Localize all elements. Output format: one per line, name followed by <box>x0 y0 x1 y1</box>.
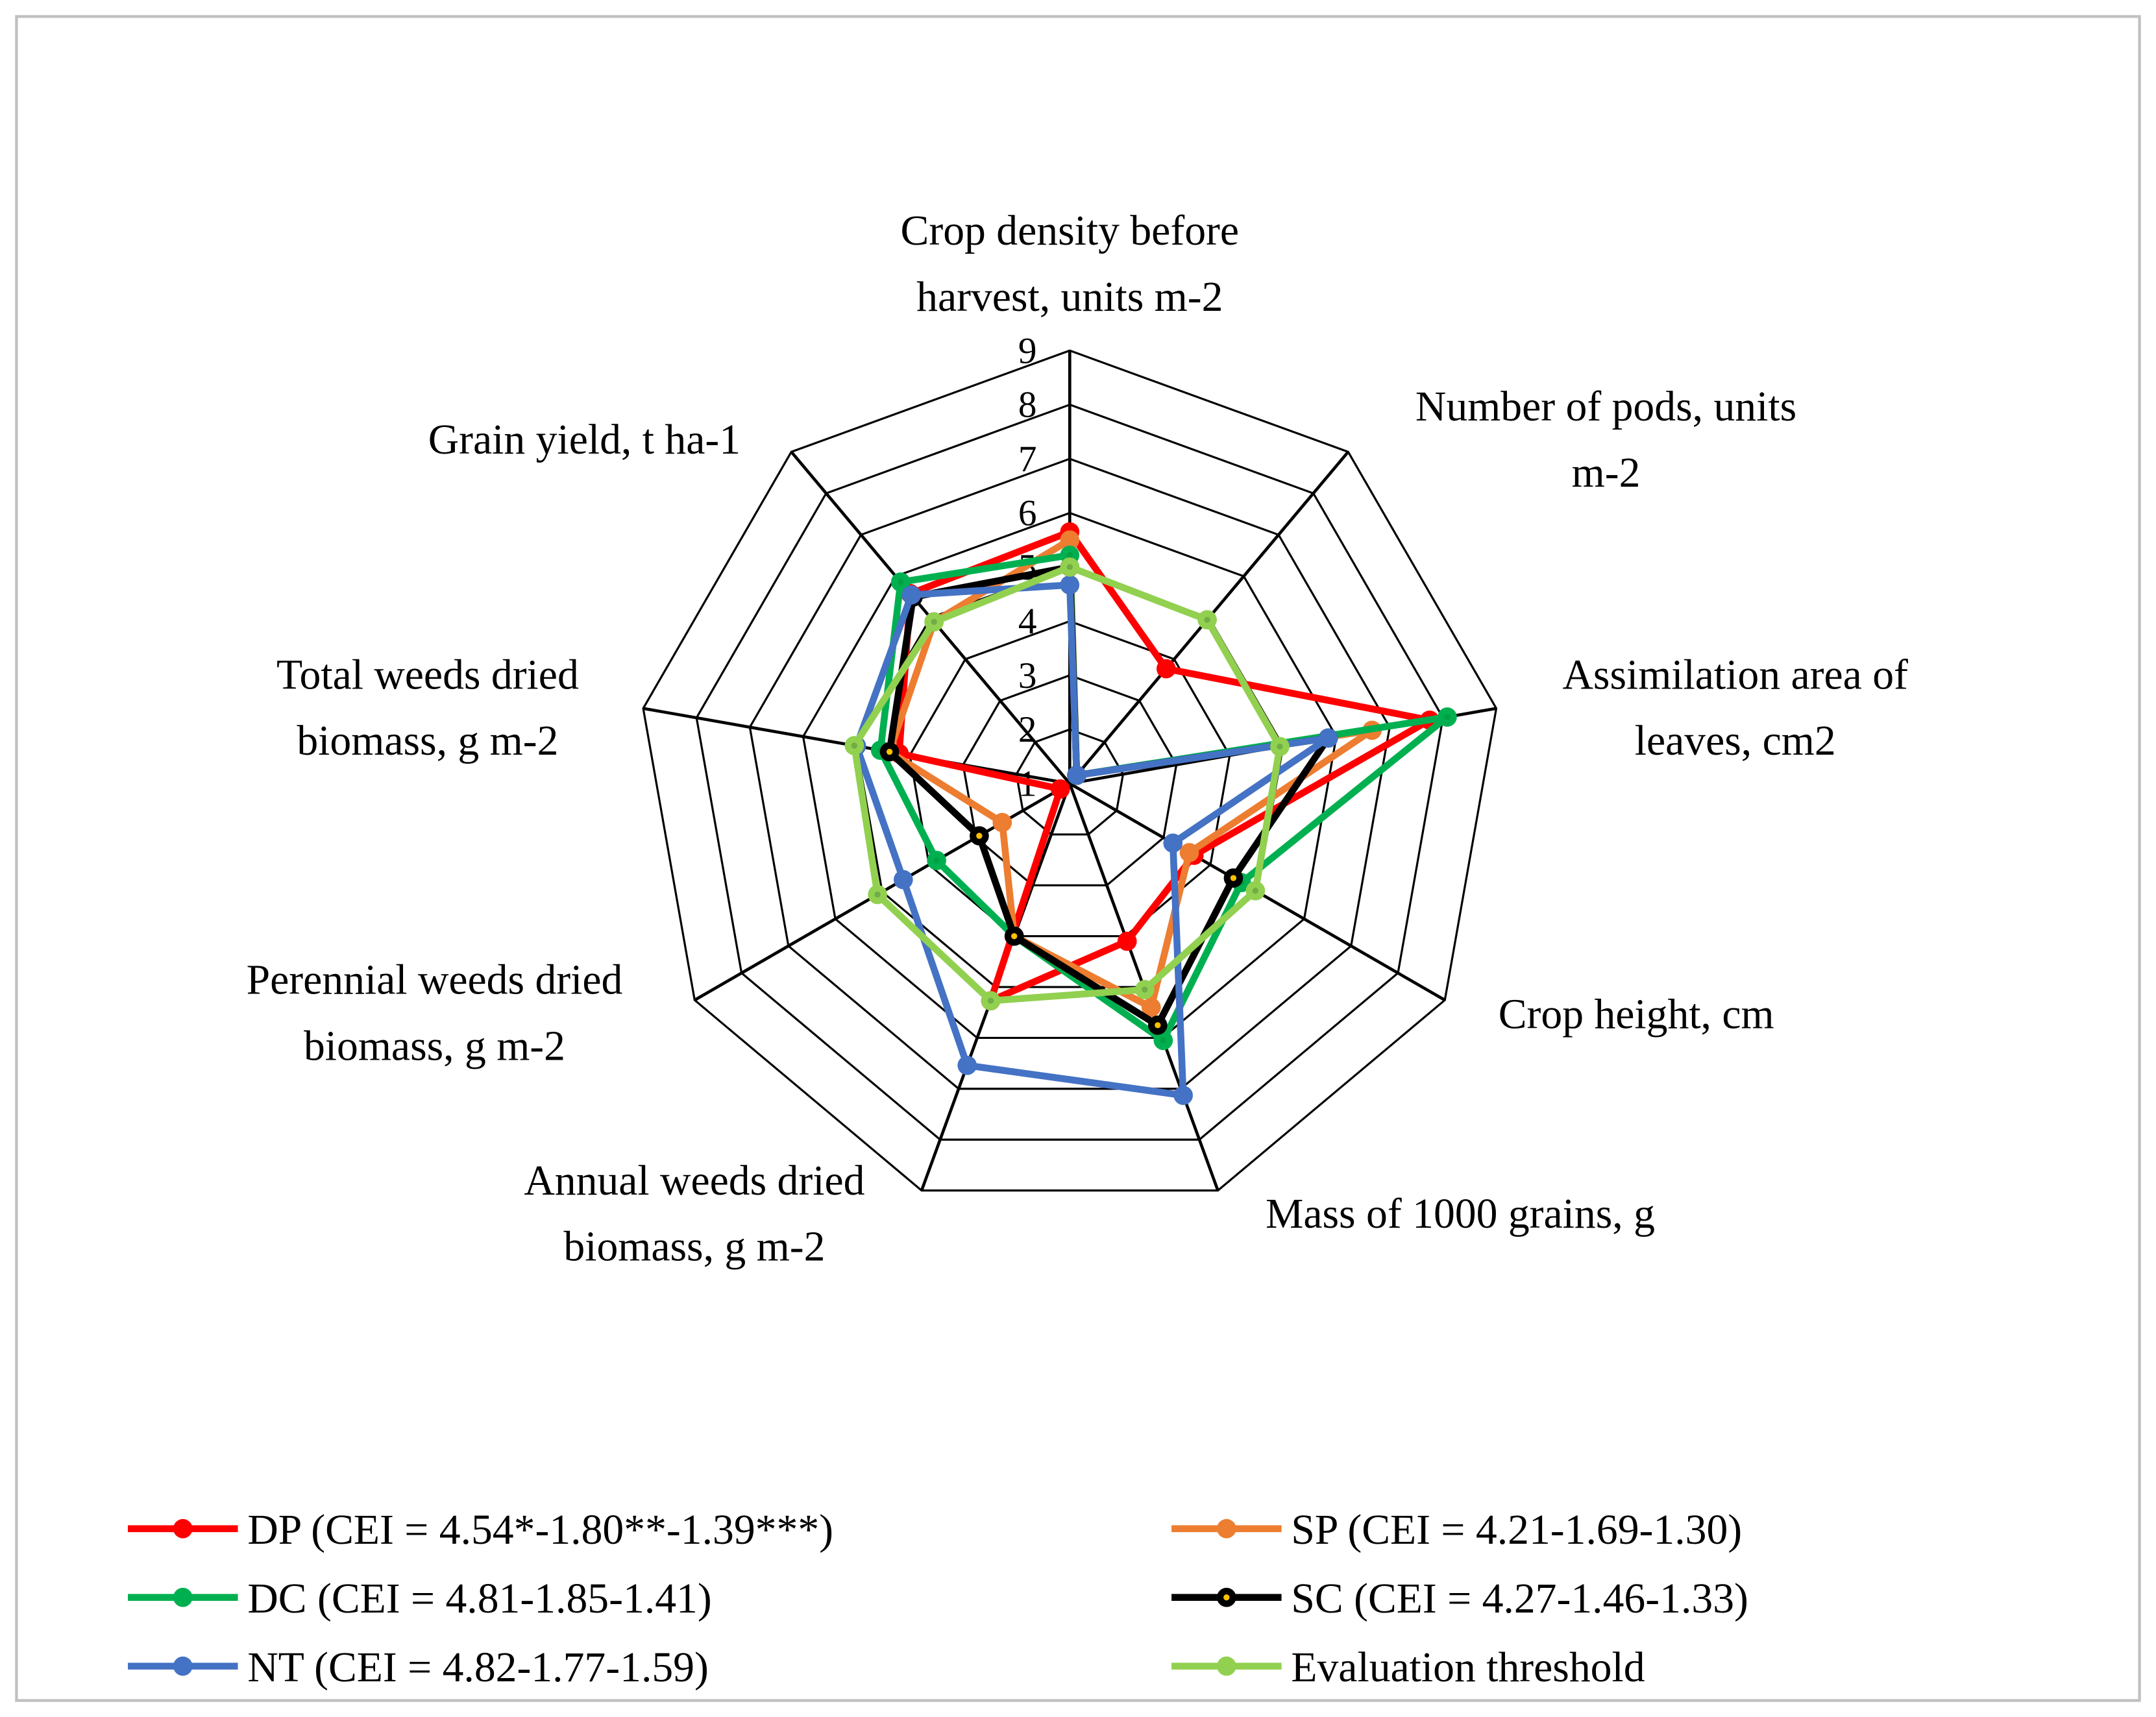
data-point <box>1067 765 1086 785</box>
data-point-center <box>976 833 983 839</box>
legend-entry-2: DC (CEI = 4.81-1.85-1.41) <box>128 1575 712 1622</box>
legend-label: DP (CEI = 4.54*-1.80**-1.39***) <box>247 1506 833 1553</box>
axis-label-7: biomass, g m-2 <box>297 717 558 764</box>
grid-ring-2 <box>1015 728 1125 836</box>
data-point <box>1318 728 1338 748</box>
data-point-center <box>933 857 940 864</box>
data-point <box>1156 659 1176 679</box>
data-point-center <box>1066 564 1073 570</box>
data-point-center <box>1155 1022 1161 1029</box>
grid-ring-8 <box>695 403 1445 1141</box>
series-line <box>853 581 1332 1099</box>
data-point-center <box>1066 552 1073 559</box>
data-point-center <box>1160 1037 1167 1044</box>
axis-label-1: Number of pods, units <box>1415 383 1796 430</box>
data-point-center <box>874 891 881 898</box>
legend-entry-5: Evaluation threshold <box>1171 1644 1645 1691</box>
axis-label-2: leaves, cm2 <box>1635 717 1836 764</box>
chart-border <box>15 15 2141 1702</box>
legend-entry-0: DP (CEI = 4.54*-1.80**-1.39***) <box>128 1506 833 1553</box>
tick-label: 2 <box>1018 709 1037 750</box>
data-point-center <box>898 579 904 585</box>
grid-ring-4 <box>909 620 1231 938</box>
legend-swatch-center <box>1223 1594 1230 1601</box>
axis-labels: Crop density before harvest, units m-2 Num… <box>247 207 1908 1271</box>
data-point <box>1141 997 1161 1017</box>
data-point-center <box>1277 743 1283 750</box>
grid-ring-7 <box>748 457 1391 1090</box>
grid-ring-3 <box>962 674 1178 886</box>
axis-label-5: biomass, g m-2 <box>563 1223 825 1271</box>
legend-entry-3: SC (CEI = 4.27-1.46-1.33) <box>1171 1575 1748 1622</box>
grid-ring-6 <box>802 511 1338 1040</box>
legend-entry-1: SP (CEI = 4.21-1.69-1.30) <box>1171 1506 1742 1553</box>
tick-label: 7 <box>1018 439 1037 480</box>
axis-label-7: Total weeds dried <box>276 651 579 698</box>
data-point-center <box>1444 714 1451 720</box>
data-point-center <box>1252 888 1259 894</box>
legend-label: SP (CEI = 4.21-1.69-1.30) <box>1291 1506 1742 1553</box>
legend-label: Evaluation threshold <box>1291 1644 1645 1691</box>
series-lines <box>844 522 1457 1105</box>
data-point <box>1051 779 1070 799</box>
data-point <box>1163 833 1183 853</box>
legend-label: SC (CEI = 4.27-1.46-1.33) <box>1291 1575 1748 1622</box>
tick-label: 3 <box>1018 655 1037 696</box>
data-point <box>901 585 922 605</box>
data-point <box>1179 843 1199 862</box>
axis-label-2: Assimilation area of <box>1562 651 1908 698</box>
legend-swatch-marker <box>1216 1656 1236 1676</box>
data-point-center <box>1204 616 1210 623</box>
legend-label: DC (CEI = 4.81-1.85-1.41) <box>247 1575 711 1622</box>
legend: DP (CEI = 4.54*-1.80**-1.39***) SP (CEI =… <box>128 1506 1748 1691</box>
data-point <box>893 870 913 890</box>
grid-ring-9 <box>642 349 1498 1192</box>
data-point-center <box>886 748 893 755</box>
axis-label-3: Crop height, cm <box>1499 991 1774 1038</box>
axis-label-0: harvest, units m-2 <box>916 273 1223 321</box>
tick-label: 9 <box>1018 330 1037 371</box>
axis-label-6: Perennial weeds dried <box>247 956 623 1004</box>
axis-label-4: Mass of 1000 grains, g <box>1266 1190 1655 1237</box>
axis-label-6: biomass, g m-2 <box>304 1022 565 1069</box>
axis-label-1: m-2 <box>1572 449 1641 496</box>
data-point-center <box>1142 986 1148 993</box>
legend-swatch-marker <box>173 1518 193 1539</box>
data-point-center <box>931 618 937 625</box>
legend-swatch-marker <box>1216 1518 1236 1539</box>
legend-entry-4: NT (CEI = 4.82-1.77-1.59) <box>128 1644 709 1691</box>
legend-swatch-marker <box>173 1656 193 1676</box>
legend-swatch-marker <box>173 1587 193 1607</box>
axis-label-0: Crop density before <box>901 207 1239 254</box>
legend-label: NT (CEI = 4.82-1.77-1.59) <box>247 1644 709 1691</box>
data-point <box>957 1055 977 1075</box>
series-5 <box>844 557 1290 1011</box>
series-line <box>851 563 1284 1005</box>
data-point-center <box>851 742 858 749</box>
data-point-center <box>1011 933 1018 940</box>
data-point <box>1117 931 1137 951</box>
axis-label-8: Grain yield, t ha-1 <box>428 416 741 463</box>
tick-label: 8 <box>1018 385 1037 426</box>
data-point-center <box>1230 875 1237 881</box>
tick-label: 6 <box>1018 493 1037 534</box>
data-point <box>1060 530 1080 550</box>
data-point-center <box>987 997 994 1004</box>
data-point <box>1173 1086 1194 1105</box>
axis-label-5: Annual weeds dried <box>524 1157 864 1204</box>
tick-label: 4 <box>1018 601 1037 642</box>
data-point <box>992 812 1012 833</box>
data-point <box>1060 575 1080 595</box>
